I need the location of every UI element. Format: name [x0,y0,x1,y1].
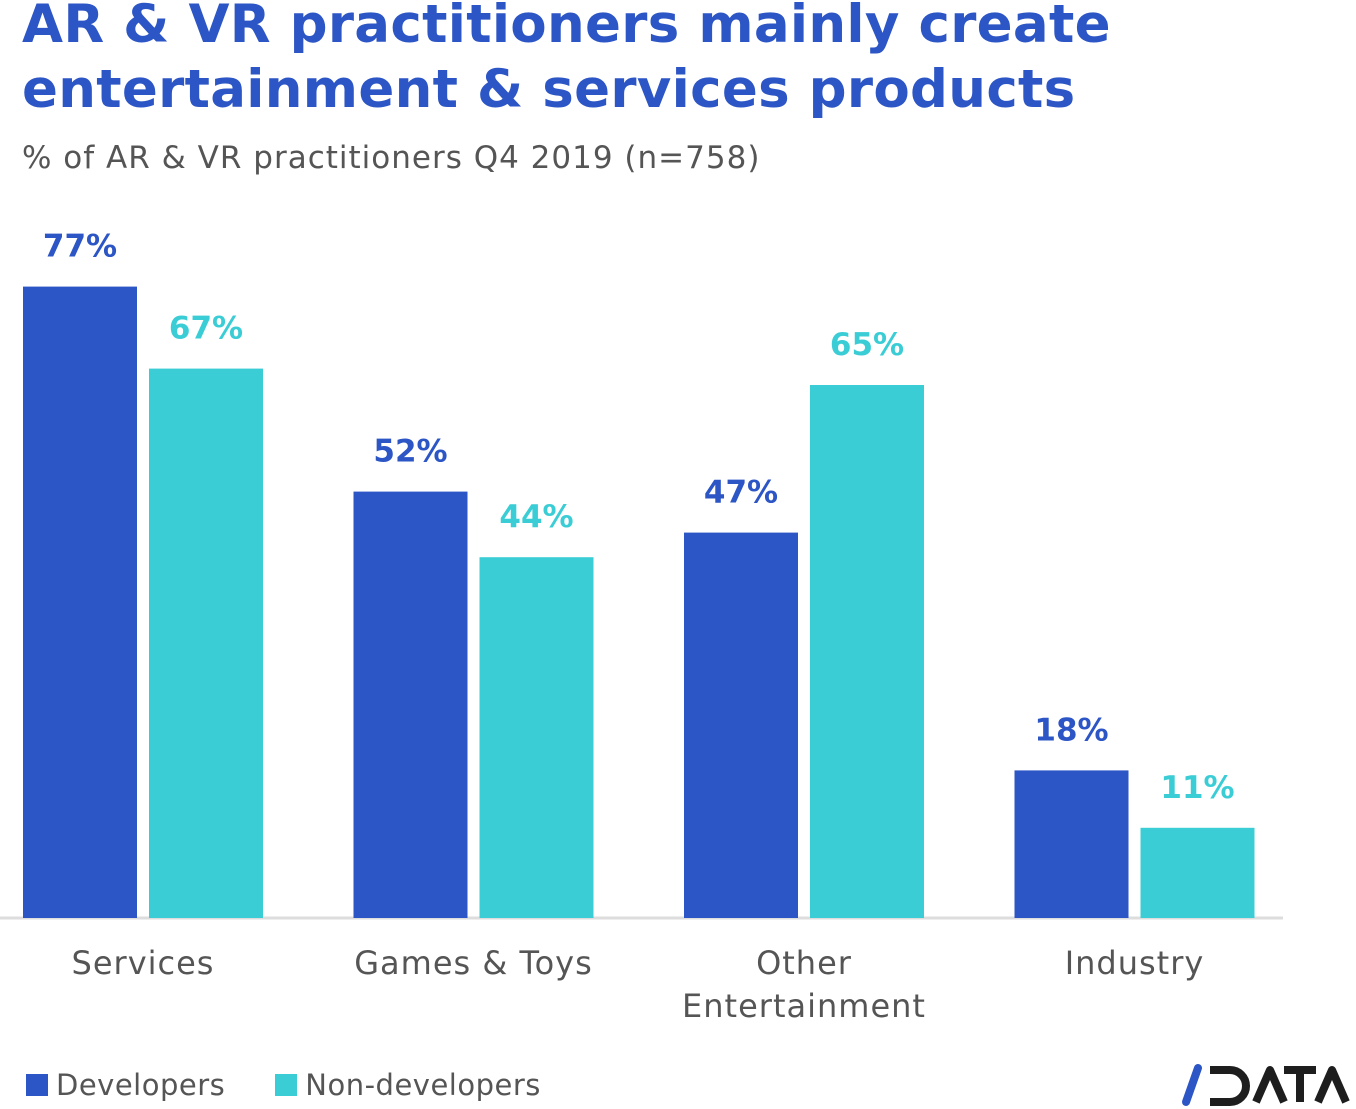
title-line-1: AR & VR practitioners mainly create [22,0,1111,55]
data-label: 47% [704,475,778,511]
legend-label-developers: Developers [56,1068,226,1102]
category-label: Industry [1065,944,1205,982]
bar [1140,827,1255,918]
category-label: Entertainment [682,987,926,1025]
category-label: Services [72,944,215,982]
category-label: Games & Toys [354,944,593,982]
legend-label-non-developers: Non-developers [305,1068,541,1102]
data-label: 77% [43,229,117,265]
data-logo [1182,1064,1350,1106]
title-line-2: entertainment & services products [22,59,1076,120]
data-label: 11% [1160,770,1234,806]
data-label: 18% [1034,712,1108,748]
data-label: 67% [169,311,243,347]
chart-subtitle: % of AR & VR practitioners Q4 2019 (n=75… [22,140,761,176]
data-label: 44% [499,499,573,535]
chart-title: AR & VR practitioners mainly create ente… [22,0,1111,122]
bar [810,385,924,918]
bar [479,557,594,918]
bar [1014,770,1129,918]
bar [353,491,468,918]
legend-swatch-non-developers [275,1074,298,1096]
legend: Developers Non-developers [26,1068,591,1102]
data-label: 65% [830,327,904,363]
bar [149,368,263,919]
legend-swatch-developers [26,1074,48,1096]
bar-chart: 77% 67% Services 52% 44% Games & Toys 47% 65% Ot… [0,229,1283,1025]
data-label: 52% [373,434,447,470]
legend-item-developers: Developers [26,1068,225,1102]
legend-item-non-developers: Non-developers [275,1068,541,1102]
category-label: Other [756,944,852,982]
bar [684,532,798,918]
bar [23,286,137,919]
